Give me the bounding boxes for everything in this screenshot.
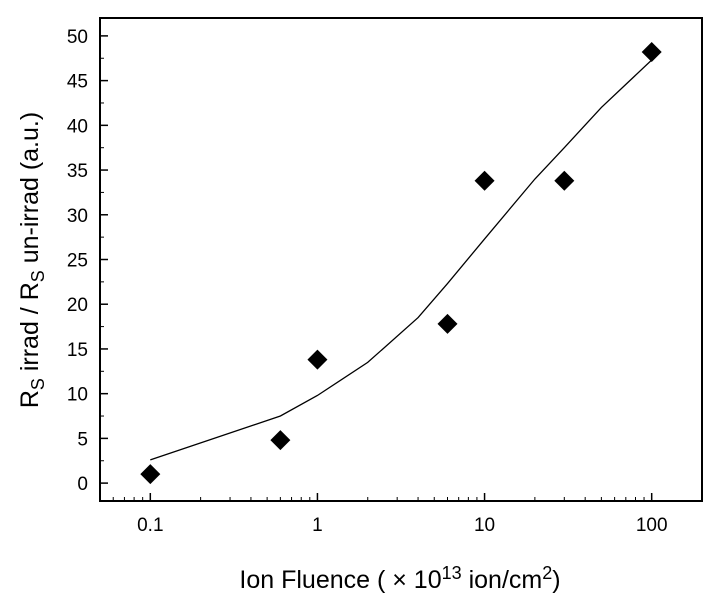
y-tick-label: 35 xyxy=(67,161,88,182)
fit-curve-group xyxy=(150,59,653,461)
x-tick-label: 100 xyxy=(636,515,668,536)
y-tick-label: 0 xyxy=(77,474,88,495)
y-axis-title: RS irrad / RS un-irrad (a.u.) xyxy=(16,112,48,408)
y-tick-label: 5 xyxy=(77,429,88,450)
x-axis: 0.1 1 10 100 xyxy=(112,493,668,536)
data-point-diamond xyxy=(641,41,662,62)
y-tick-label: 50 xyxy=(67,27,88,48)
data-point-diamond xyxy=(437,313,458,334)
x-tick-label: 1 xyxy=(312,515,323,536)
y-axis: 0 5 10 15 20 25 30 35 40 45 50 xyxy=(67,27,108,495)
plot-area-frame xyxy=(99,17,703,502)
x-tick-label: 0.1 xyxy=(137,515,163,536)
y-tick-label: 10 xyxy=(67,385,88,406)
data-point-diamond xyxy=(270,430,291,451)
x-axis-title: Ion Fluence ( × 1013 ion/cm2) xyxy=(239,563,560,594)
data-point-diamond xyxy=(140,464,161,485)
y-tick-label: 20 xyxy=(67,295,88,316)
data-points xyxy=(140,41,662,485)
y-tick-label: 30 xyxy=(67,206,88,227)
data-point-diamond xyxy=(554,170,575,191)
fit-curve xyxy=(150,59,653,461)
data-point-diamond xyxy=(474,170,495,191)
data-point-diamond xyxy=(307,349,328,370)
x-tick-label: 10 xyxy=(474,515,495,536)
y-tick-label: 15 xyxy=(67,340,88,361)
y-tick-label: 40 xyxy=(67,116,88,137)
y-tick-label: 25 xyxy=(67,251,88,272)
y-tick-label: 45 xyxy=(67,72,88,93)
